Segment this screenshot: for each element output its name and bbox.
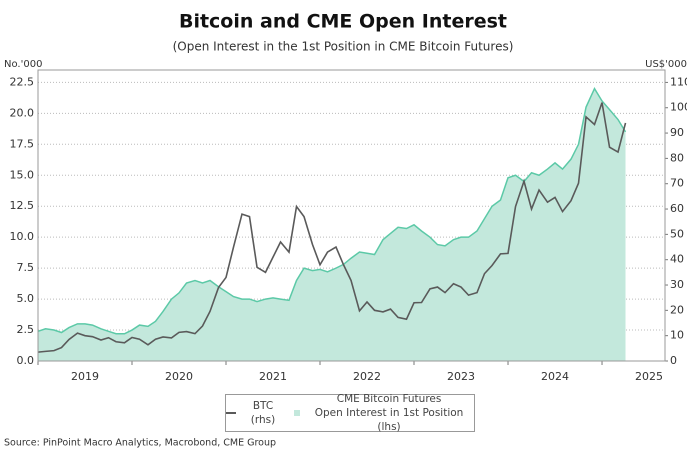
legend-label: BTC (rhs) bbox=[250, 400, 276, 426]
legend-label: CME Bitcoin Futures Open Interest in 1st… bbox=[314, 393, 464, 433]
y-tick-label: 20.0 bbox=[10, 106, 35, 119]
y-tick-label: 5.0 bbox=[17, 292, 35, 305]
legend-swatch bbox=[294, 410, 301, 416]
legend: BTC (rhs) CME Bitcoin Futures Open Intere… bbox=[225, 392, 475, 434]
y-tick-label: 22.5 bbox=[10, 75, 35, 88]
y2-tick-label: 40 bbox=[670, 253, 684, 266]
y2-tick-label: 100 bbox=[670, 101, 687, 114]
x-tick-label: 2025 bbox=[635, 370, 663, 383]
y-tick-label: 17.5 bbox=[10, 137, 35, 150]
y2-tick-label: 0 bbox=[670, 354, 677, 367]
area bbox=[38, 88, 626, 362]
y-tick-label: 0.0 bbox=[17, 354, 35, 367]
y-axis-label: No.'000 bbox=[4, 59, 42, 70]
x-tick-label: 2019 bbox=[71, 370, 99, 383]
chart-subtitle: (Open Interest in the 1st Position in CM… bbox=[173, 40, 514, 54]
y2-tick-label: 20 bbox=[670, 303, 684, 316]
y2-tick-label: 60 bbox=[670, 202, 684, 215]
y-tick-label: 2.5 bbox=[17, 323, 35, 336]
line bbox=[37, 102, 627, 353]
legend-item: BTC (rhs) bbox=[226, 399, 286, 427]
y2-tick-label: 90 bbox=[670, 126, 684, 139]
y2-tick-label: 30 bbox=[670, 278, 684, 291]
y-tick-label: 12.5 bbox=[10, 199, 35, 212]
x-tick-label: 2022 bbox=[353, 370, 381, 383]
x-tick-label: 2024 bbox=[541, 370, 569, 383]
y-tick-label: 10.0 bbox=[10, 230, 35, 243]
y2-tick-label: 10 bbox=[670, 329, 684, 342]
plot-frame bbox=[37, 69, 666, 362]
x-tick-label: 2023 bbox=[447, 370, 475, 383]
y2-axis-label: US$'000 bbox=[645, 59, 687, 70]
x-tick-label: 2021 bbox=[259, 370, 287, 383]
y-tick-label: 7.5 bbox=[17, 261, 35, 274]
y2-tick-label: 50 bbox=[670, 227, 684, 240]
x-tick-label: 2020 bbox=[165, 370, 193, 383]
y2-tick-label: 70 bbox=[670, 177, 684, 190]
legend-item: CME Bitcoin Futures Open Interest in 1st… bbox=[294, 392, 474, 434]
chart-title: Bitcoin and CME Open Interest bbox=[179, 11, 507, 33]
legend-swatch bbox=[226, 412, 236, 414]
source: Source: PinPoint Macro Analytics, Macrob… bbox=[4, 438, 276, 449]
y2-tick-label: 110 bbox=[670, 75, 687, 88]
y2-tick-label: 80 bbox=[670, 151, 684, 164]
y-tick-label: 15.0 bbox=[10, 168, 35, 181]
area-edge bbox=[37, 86, 627, 335]
